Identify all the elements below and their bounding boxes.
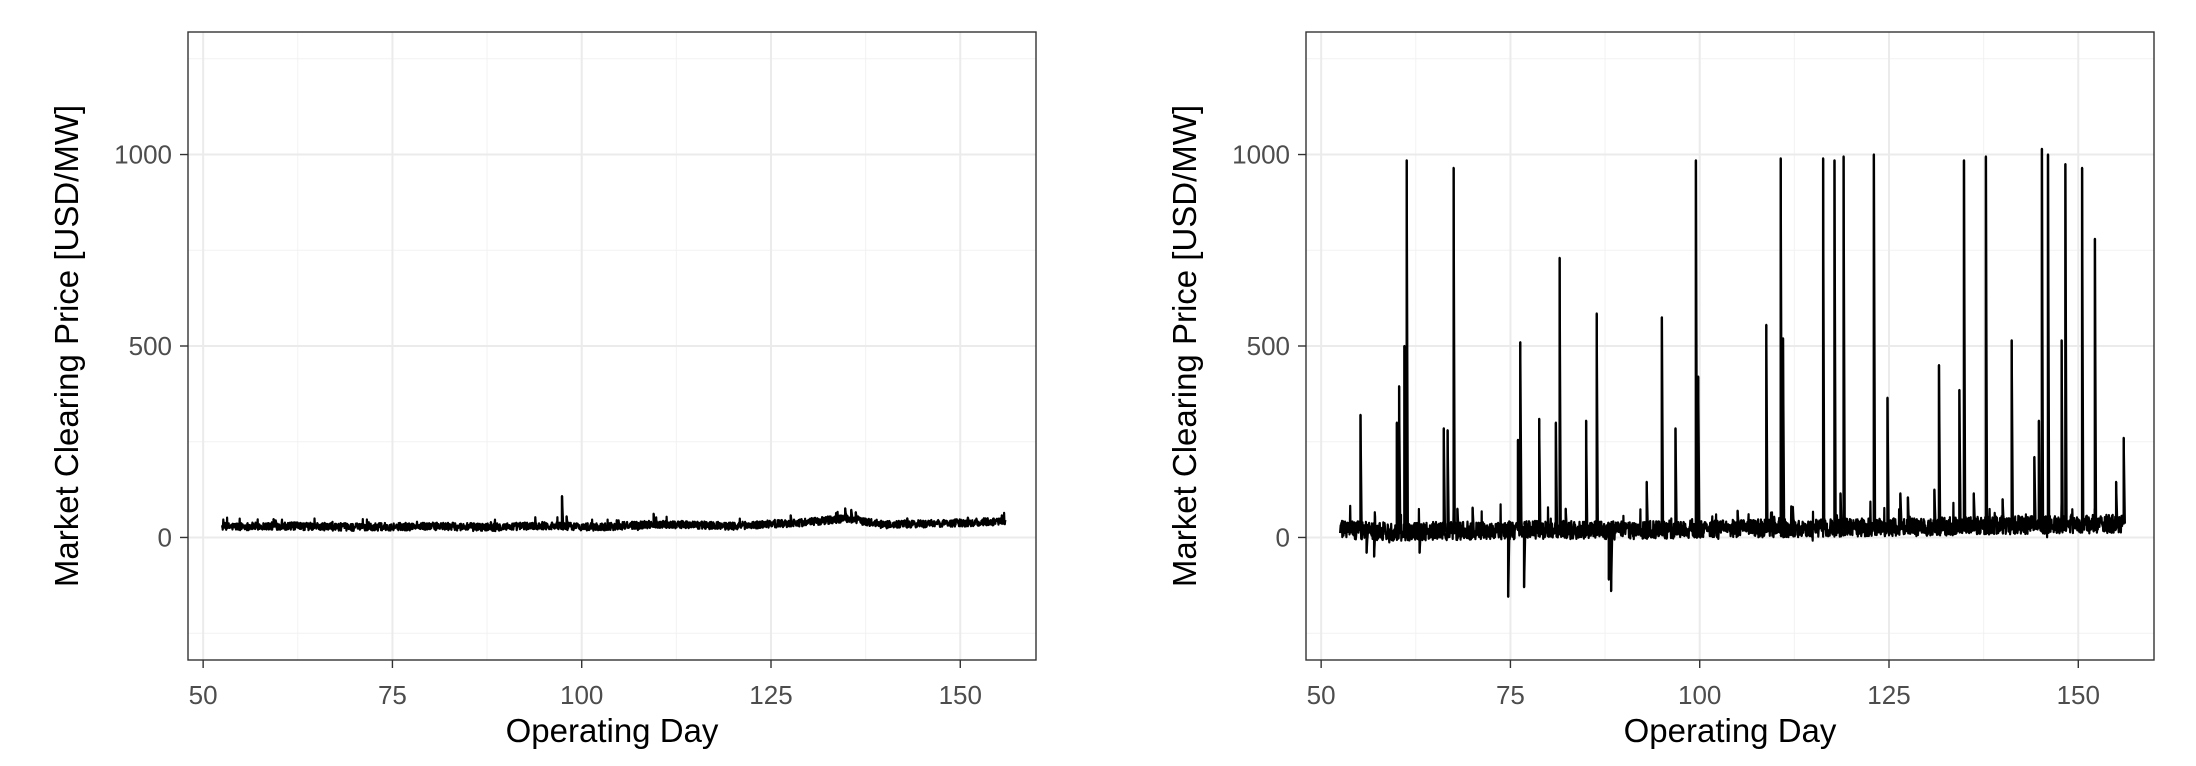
y-axis-title: Market Clearing Price [USD/MW] [1166, 105, 1203, 587]
x-tick-label: 75 [1496, 680, 1525, 710]
left-chart-panel: 50 75 100 125 150 0 500 1000 Operating Day Market… [48, 31, 1037, 749]
y-axis-title: Market Clearing Price [USD/MW] [48, 105, 85, 587]
x-axis-title: Operating Day [1624, 712, 1837, 749]
y-tick-label: 1000 [1232, 140, 1290, 170]
x-tick-label: 125 [749, 680, 792, 710]
x-axis-title: Operating Day [506, 712, 719, 749]
x-tick-label: 50 [189, 680, 218, 710]
y-tick-label: 500 [129, 331, 172, 361]
y-tick-label: 0 [158, 522, 172, 552]
y-tick-label: 0 [1276, 522, 1290, 552]
x-tick-label: 50 [1307, 680, 1336, 710]
price-series-line [1339, 147, 2126, 598]
y-tick-label: 1000 [114, 140, 172, 170]
x-tick-label: 125 [1867, 680, 1910, 710]
price-series-line [221, 495, 1007, 533]
x-tick-label: 150 [939, 680, 982, 710]
x-tick-label: 100 [560, 680, 603, 710]
x-tick-label: 75 [378, 680, 407, 710]
right-chart-panel: 50 75 100 125 150 0 500 1000 Operating Day Market… [1166, 31, 2155, 749]
x-tick-label: 100 [1678, 680, 1721, 710]
x-tick-label: 150 [2057, 680, 2100, 710]
y-tick-label: 500 [1247, 331, 1290, 361]
